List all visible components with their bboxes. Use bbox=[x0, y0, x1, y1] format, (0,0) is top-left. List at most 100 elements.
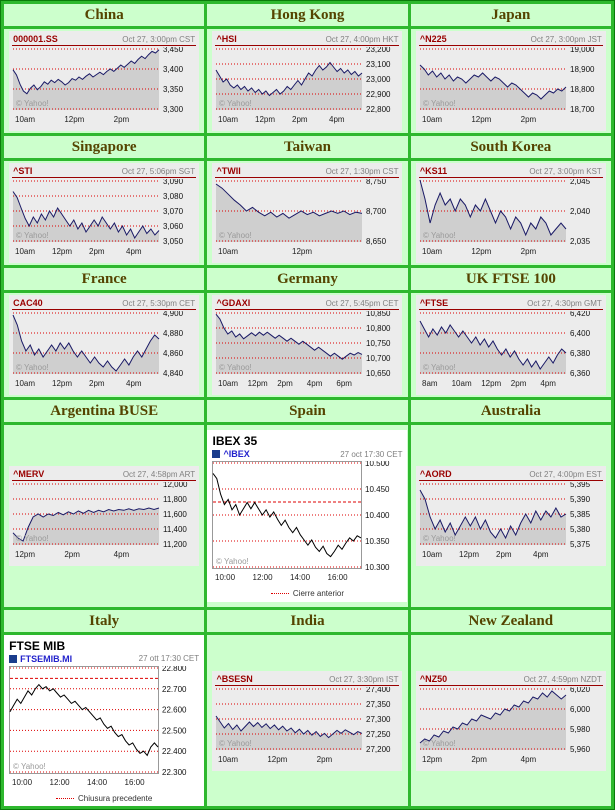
y-axis-label: 22.300 bbox=[162, 768, 187, 777]
mini-chart-header: ^GDAXI Oct 27, 5:45pm CET bbox=[215, 298, 400, 310]
yahoo-watermark: © Yahoo! bbox=[16, 99, 49, 108]
panel-header-argentina-buse: Argentina BUSE bbox=[4, 400, 205, 422]
mini-chart-header: ^NZ50 Oct 27, 4:59pm NZDT bbox=[418, 674, 603, 686]
y-axis-label: 10.300 bbox=[365, 563, 390, 572]
japan-mini-chart[interactable]: ^N225 Oct 27, 3:00pm JST 18,700 18,800 18,90… bbox=[415, 31, 606, 131]
new-zealand-mini-chart[interactable]: ^NZ50 Oct 27, 4:59pm NZDT 5,960 5,980 6,000 6… bbox=[415, 670, 606, 771]
x-axis-label: 16:00 bbox=[328, 573, 349, 582]
y-axis-label: 3,450 bbox=[163, 47, 184, 54]
legend-entry: FTSEMIB.MI bbox=[9, 654, 72, 664]
y-axis-label: 5,390 bbox=[570, 495, 591, 504]
symbol-label: ^STI bbox=[13, 166, 33, 176]
taiwan-mini-chart[interactable]: ^TWII Oct 27, 1:30pm CST 8,650 8,700 8,750 10… bbox=[212, 163, 403, 263]
south-korea-mini-chart[interactable]: ^KS11 Oct 27, 3:00pm KST 2,035 2,040 2,045 10… bbox=[415, 163, 606, 263]
y-axis-label: 5,380 bbox=[570, 525, 591, 534]
y-axis-label: 18,900 bbox=[570, 65, 595, 74]
timestamp-label: Oct 27, 3:00pm KST bbox=[529, 167, 602, 176]
x-axis-label: 2pm bbox=[520, 247, 536, 256]
symbol-label: ^AORD bbox=[419, 469, 452, 479]
mini-chart-header: ^N225 Oct 27, 3:00pm JST bbox=[418, 34, 603, 46]
y-axis-label: 10,700 bbox=[366, 354, 391, 363]
panel-header-hong-kong: Hong Kong bbox=[207, 4, 408, 26]
panel-header-france: France bbox=[4, 268, 205, 290]
panel-header-india: India bbox=[207, 610, 408, 632]
panel-header-japan: Japan bbox=[410, 4, 611, 26]
uk-ftse-100-mini-chart[interactable]: ^FTSE Oct 27, 4:30pm GMT 6,360 6,380 6,400 6,… bbox=[415, 295, 606, 395]
y-axis-label: 18,800 bbox=[570, 85, 595, 94]
panel-chart-cell-spain: IBEX 35 ^IBEX 27 oct 17:30 CET 10.300 10.350… bbox=[207, 425, 408, 607]
x-axis-label: 16:00 bbox=[125, 778, 146, 787]
x-axis-label: 10:00 bbox=[215, 573, 236, 582]
panel-chart-cell-china: 000001.SS Oct 27, 3:00pm CST 3,300 3,350 3,4… bbox=[4, 29, 205, 133]
y-axis-label: 6,380 bbox=[570, 349, 591, 358]
x-axis-label: 10am bbox=[422, 115, 442, 124]
x-axis-label: 4pm bbox=[114, 550, 130, 559]
symbol-label: ^BSESN bbox=[216, 673, 253, 684]
y-axis-label: 6,000 bbox=[570, 705, 591, 714]
timestamp-label: Oct 27, 4:00pm HKT bbox=[325, 35, 399, 44]
timestamp-label: 27 ott 17:30 CET bbox=[138, 654, 200, 663]
y-axis-label: 5,395 bbox=[570, 482, 591, 489]
hong-kong-mini-chart[interactable]: ^HSI Oct 27, 4:00pm HKT 22,800 22,900 23,000… bbox=[212, 31, 403, 131]
chart-legend: FTSEMIB.MI 27 ott 17:30 CET bbox=[9, 654, 199, 664]
yahoo-watermark: © Yahoo! bbox=[423, 534, 456, 543]
yahoo-watermark: © Yahoo! bbox=[16, 363, 49, 372]
x-axis-label: 2pm bbox=[89, 379, 105, 388]
australia-mini-chart[interactable]: ^AORD Oct 27, 4:00pm EST 5,375 5,380 5,385 5,… bbox=[415, 466, 606, 566]
germany-mini-chart[interactable]: ^GDAXI Oct 27, 5:45pm CET 10,650 10,700 10,7… bbox=[212, 295, 403, 395]
previous-close-legend: Chiusura precedente bbox=[9, 794, 199, 803]
spain-detail-chart[interactable]: IBEX 35 ^IBEX 27 oct 17:30 CET 10.300 10.350… bbox=[207, 430, 408, 602]
y-axis-label: 19,000 bbox=[570, 47, 595, 54]
y-axis-label: 27,200 bbox=[366, 745, 391, 754]
panel-chart-cell-singapore: ^STI Oct 27, 5:06pm SGT 3,050 3,060 3,070 3,0… bbox=[4, 161, 205, 265]
panel-header-australia: Australia bbox=[410, 400, 611, 422]
x-axis-label: 10:00 bbox=[12, 778, 33, 787]
india-mini-chart[interactable]: ^BSESN Oct 27, 3:30pm IST 27,200 27,250 27,3… bbox=[212, 670, 403, 771]
price-line bbox=[419, 64, 567, 100]
y-axis-label: 22.700 bbox=[162, 684, 187, 693]
plot-india: 27,200 27,250 27,300 27,350 27,400 10am 12pm 2p… bbox=[215, 685, 392, 764]
x-axis-label: 6pm bbox=[337, 379, 353, 388]
x-axis-label: 10am bbox=[218, 115, 238, 124]
argentina-buse-mini-chart[interactable]: ^MERV Oct 27, 4:58pm ART 11,200 11,400 11,60… bbox=[9, 466, 200, 566]
y-axis-label: 23,000 bbox=[366, 75, 391, 84]
yahoo-watermark: © Yahoo! bbox=[423, 99, 456, 108]
price-line bbox=[419, 320, 567, 370]
legend-swatch-icon bbox=[212, 450, 221, 458]
x-axis-label: 2pm bbox=[292, 115, 308, 124]
x-axis-label: 12pm bbox=[15, 550, 35, 559]
plot-argentina-buse: 11,200 11,400 11,600 11,800 12,000 12pm 2pm 4pm… bbox=[12, 480, 188, 559]
symbol-label: ^N225 bbox=[419, 34, 447, 44]
y-axis-label: 5,980 bbox=[570, 725, 591, 734]
legend-symbol-link[interactable]: FTSEMIB.MI bbox=[20, 653, 73, 664]
y-axis-label: 27,350 bbox=[366, 700, 391, 709]
legend-symbol-link[interactable]: ^IBEX bbox=[223, 449, 250, 459]
y-axis-label: 4,860 bbox=[163, 349, 184, 358]
china-mini-chart[interactable]: 000001.SS Oct 27, 3:00pm CST 3,300 3,350 3,4… bbox=[9, 31, 200, 131]
y-axis-label: 5,960 bbox=[570, 745, 591, 754]
symbol-label: CAC40 bbox=[13, 298, 43, 308]
yahoo-watermark: © Yahoo! bbox=[423, 231, 456, 240]
x-axis-label: 2pm bbox=[511, 379, 527, 388]
timestamp-label: Oct 27, 5:06pm SGT bbox=[121, 167, 196, 176]
symbol-label: ^KS11 bbox=[419, 166, 448, 176]
legend-entry: ^IBEX bbox=[212, 449, 250, 459]
france-mini-chart[interactable]: CAC40 Oct 27, 5:30pm CET 4,840 4,860 4,880 4,… bbox=[9, 295, 200, 395]
x-axis-label: 12pm bbox=[292, 247, 312, 256]
singapore-mini-chart[interactable]: ^STI Oct 27, 5:06pm SGT 3,050 3,060 3,070 3,0… bbox=[9, 163, 200, 263]
plot-germany: 10,650 10,700 10,750 10,800 10,850 10am 12pm 2p… bbox=[215, 309, 392, 388]
italy-detail-chart[interactable]: FTSE MIB FTSEMIB.MI 27 ott 17:30 CET 22.300… bbox=[4, 635, 205, 806]
y-axis-label: 4,900 bbox=[163, 311, 184, 318]
plot-singapore: 3,050 3,060 3,070 3,080 3,090 10am 12pm 2pm 4pm ©… bbox=[12, 177, 184, 256]
y-axis-label: 10,850 bbox=[366, 311, 391, 318]
x-axis-label: 10am bbox=[218, 379, 238, 388]
price-line bbox=[216, 61, 363, 97]
price-line bbox=[213, 473, 362, 558]
panel-chart-cell-south-korea: ^KS11 Oct 27, 3:00pm KST 2,035 2,040 2,045 10… bbox=[410, 161, 611, 265]
x-axis-label: 12pm bbox=[52, 379, 72, 388]
mini-chart-header: ^FTSE Oct 27, 4:30pm GMT bbox=[418, 298, 603, 310]
chart-legend: ^IBEX 27 oct 17:30 CET bbox=[212, 449, 402, 459]
panel-chart-cell-france: CAC40 Oct 27, 5:30pm CET 4,840 4,860 4,880 4,… bbox=[4, 293, 205, 397]
y-axis-label: 5,385 bbox=[570, 510, 591, 519]
previous-close-label: Chiusura precedente bbox=[78, 793, 153, 803]
